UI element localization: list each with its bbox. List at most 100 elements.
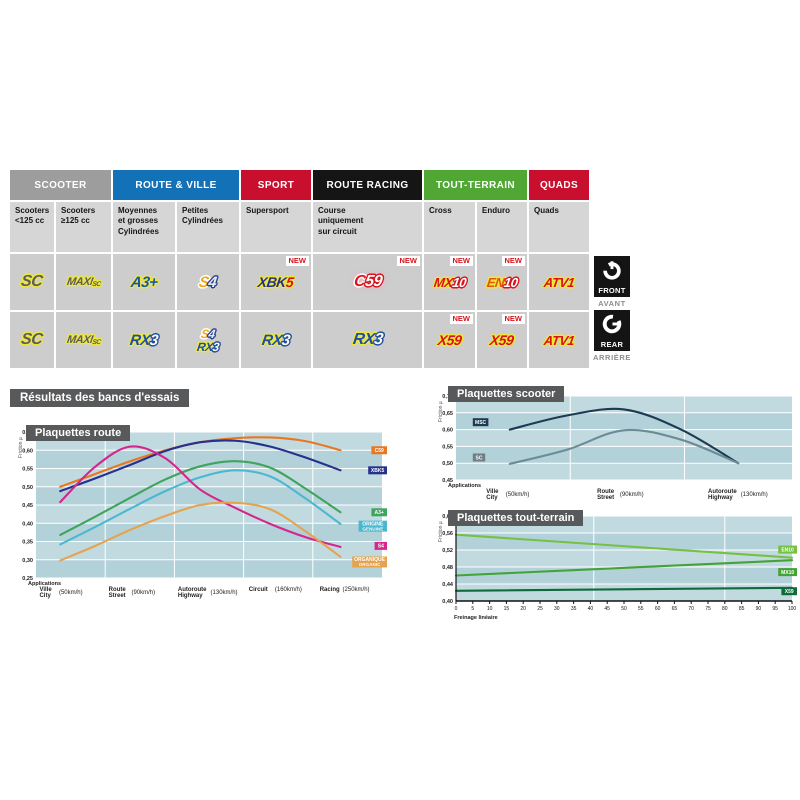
logo-mx10: MX10 [432,274,467,290]
logo-part: 3 [280,331,292,349]
logo-part: MAXI [65,333,93,346]
series-label-c59 [371,446,387,455]
series-line-sc [508,428,740,465]
svg-text:(130km/h): (130km/h) [741,492,768,498]
product-cell-front-enduro: NEW EN10 [477,254,527,310]
product-cell-rear-quads: ATV1 [529,312,589,368]
group-header-route-racing: ROUTE RACING [313,170,422,200]
logo-a3: A3+ [130,274,159,291]
svg-text:60: 60 [655,606,661,612]
svg-text:75: 75 [705,606,711,612]
series-line-organique-organic [59,501,342,562]
logo-rx3: RX3 [352,331,384,348]
chart-title-route: Plaquettes route [26,425,131,441]
svg-text:0,55: 0,55 [22,467,33,473]
series-line-en10 [454,533,794,559]
svg-text:(130km/h): (130km/h) [211,590,238,596]
svg-text:0,52: 0,52 [442,548,453,554]
group-header-route-ville: ROUTE & VILLE [113,170,239,200]
logo-part: ATV1 [542,274,576,290]
series-label-msc [472,418,489,427]
series-label-sc [472,453,486,462]
logo-part: MAXI [65,275,93,288]
series-label-en10 [778,545,797,554]
svg-text:Autoroute: Autoroute [178,587,207,593]
chart-canvas-tt: 0,60 0,56 0,52 0,48 0,44 0,40 Friction µ EN10 MX… [438,514,797,621]
series-line-a3 [59,460,342,536]
product-cell-rear-scooters: SC [10,312,54,368]
group-header-sport: SPORT [241,170,311,200]
chart-plaquettes-route: 0,650,600,550,500,450,400,350,300,25Fric… [10,420,398,620]
logo-atv1: ATV1 [542,274,576,290]
svg-text:MSC: MSC [475,420,487,426]
svg-text:0,40: 0,40 [442,599,453,605]
logo-part: 10 [450,274,467,290]
svg-text:Applications: Applications [448,483,481,489]
logo-rx3: RX3 [128,331,159,349]
product-cell-front-course: NEW C59 [313,254,422,310]
rear-marker-box: REAR [594,310,630,351]
series-label-mx10 [778,568,797,577]
svg-text:Autoroute: Autoroute [708,489,737,495]
logo-part: RX [128,331,152,349]
series-line-x59 [454,586,794,592]
new-badge: NEW [501,256,525,266]
series-line-xbk5 [59,439,342,493]
svg-text:Route: Route [597,489,615,495]
svg-text:95: 95 [772,606,778,612]
svg-text:0,40: 0,40 [22,521,33,527]
logo-part: X59 [436,332,463,348]
svg-text:0,45: 0,45 [442,478,453,484]
logo-x59: X59 [489,332,515,348]
logo-rx3: RX3 [196,340,220,354]
svg-text:80: 80 [722,606,728,612]
column-header-scooters: Scooters ≥125 cc [56,202,111,252]
svg-text:(50km/h): (50km/h) [506,492,530,498]
svg-text:Route: Route [109,587,127,593]
group-header-tout-terrain: TOUT-TERRAIN [424,170,527,200]
svg-text:5: 5 [471,606,474,612]
svg-text:70: 70 [688,606,694,612]
logo-xbk5: XBK5 [257,274,295,290]
chart-canvas-route: 0,650,600,550,500,450,400,350,300,25Fric… [18,430,387,599]
column-header-quads: Quads [529,202,589,252]
column-header-supersport: Supersport [241,202,311,252]
logo-atv1: ATV1 [543,333,575,348]
svg-text:55: 55 [638,606,644,612]
series-line-msc [508,407,740,465]
arriere-label: ARRIÈRE [593,353,631,362]
logo-part: 10 [502,274,519,290]
chart-plaquettes-scooter: 0,70 0,65 0,60 0,55 0,50 0,45 Friction µ MSC SC A… [430,386,798,504]
svg-text:Highway: Highway [178,593,203,599]
svg-text:(50km/h): (50km/h) [59,590,83,596]
logo-part: 5 [285,274,295,290]
svg-text:SC: SC [476,455,483,461]
svg-text:City: City [39,593,51,599]
svg-text:Freinage linéaire: Freinage linéaire [454,615,498,621]
svg-text:S4: S4 [378,544,384,550]
svg-text:Friction µ: Friction µ [438,401,444,422]
column-header-cross: Cross [424,202,475,252]
column-header-petites: Petites Cylindrées [177,202,239,252]
front-marker: FRONT AVANT [592,256,632,308]
logo-c59: C59 [352,273,383,290]
group-header-scooter: SCOOTER [10,170,111,200]
logo-en10: EN10 [486,274,519,290]
svg-text:0,50: 0,50 [22,485,33,491]
svg-text:90: 90 [756,606,762,612]
svg-text:Friction µ: Friction µ [438,521,444,542]
logo-part: 59 [363,273,383,290]
new-badge: NEW [396,256,420,266]
svg-text:0,70: 0,70 [442,394,453,400]
svg-text:Racing: Racing [320,587,340,593]
logo-part: SC [20,331,44,348]
series-label-a3 [371,508,387,517]
svg-text:40: 40 [588,606,594,612]
svg-text:0,48: 0,48 [442,565,453,571]
avant-label: AVANT [598,299,626,308]
product-cell-front-supersport: NEW XBK5 [241,254,311,310]
svg-text:Applications: Applications [28,581,61,587]
svg-text:30: 30 [554,606,560,612]
brake-disc-front-icon [603,261,621,280]
product-cell-rear-supersport: RX3 [241,312,311,368]
